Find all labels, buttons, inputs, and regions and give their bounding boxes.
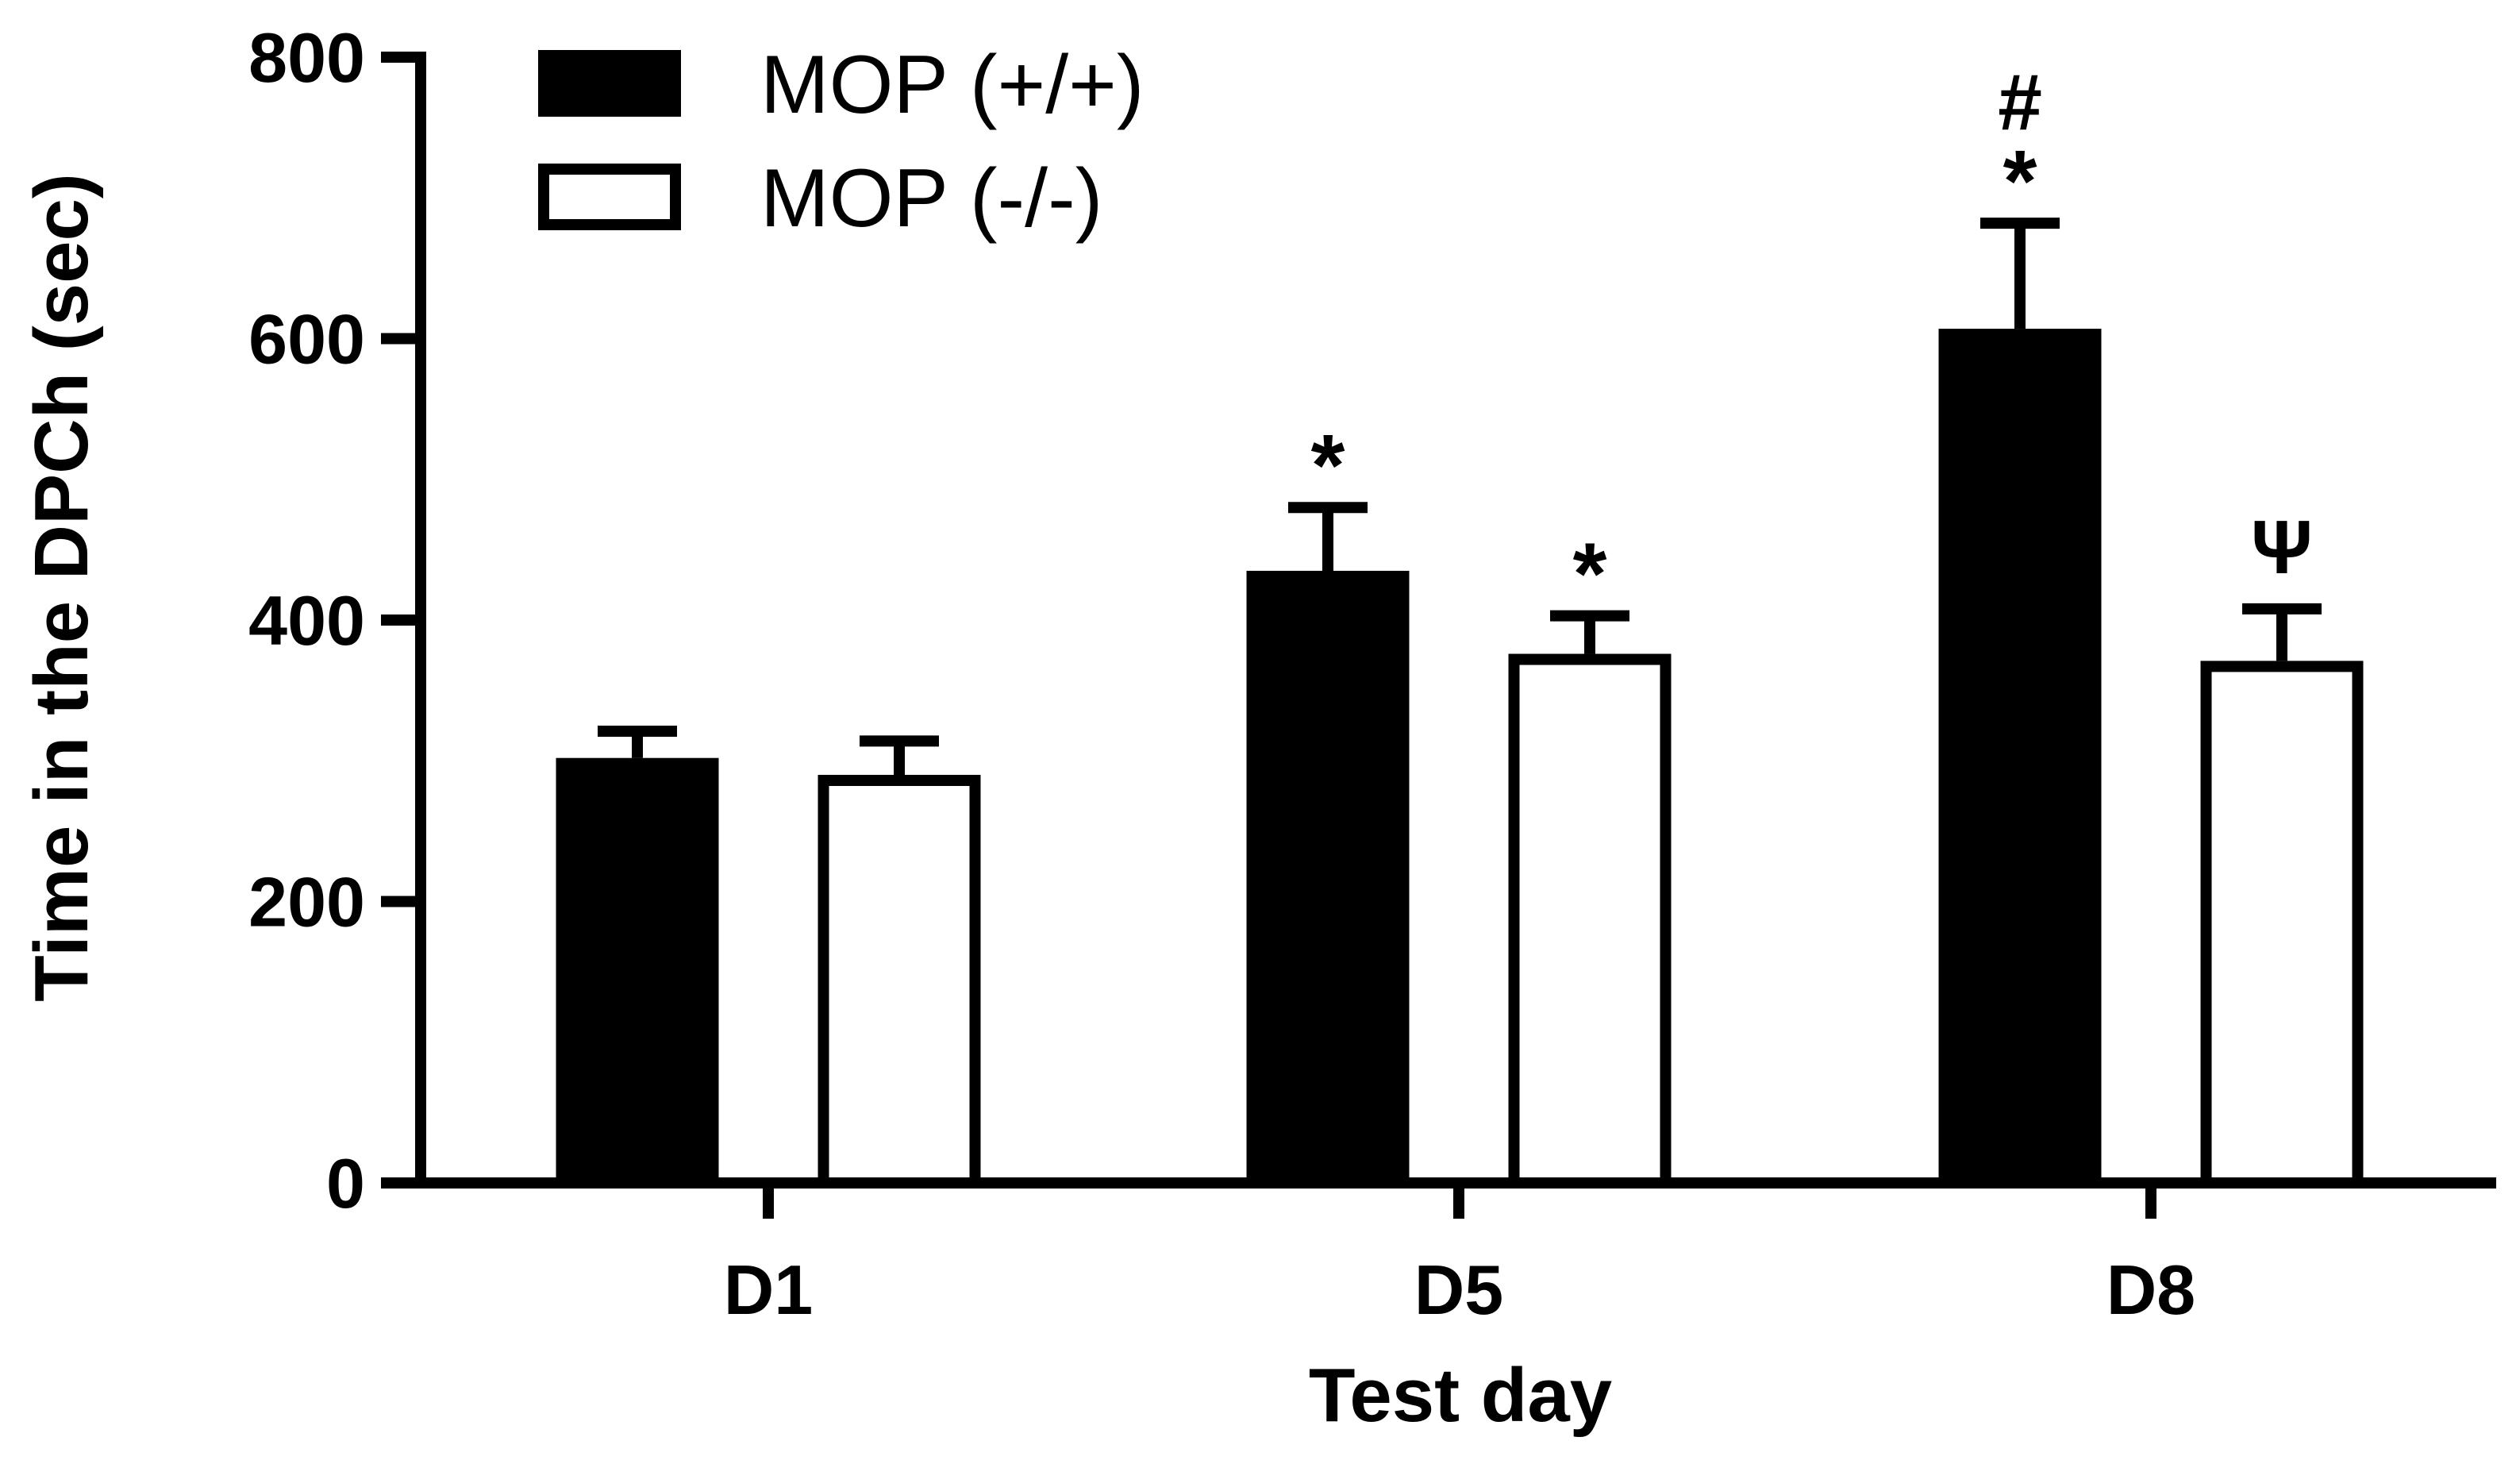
x-tick-label: D5 bbox=[1414, 1250, 1504, 1329]
bar bbox=[2200, 661, 2364, 1189]
significance-label: Ψ bbox=[2251, 505, 2313, 590]
y-tick-label: 0 bbox=[326, 1144, 365, 1223]
x-tick-label: D8 bbox=[2106, 1250, 2196, 1329]
bar bbox=[818, 774, 981, 1189]
legend-label: MOP (-/-) bbox=[760, 152, 1102, 245]
legend-swatch bbox=[538, 164, 681, 230]
plot-area: 0 200 400 600 800 D1 D5 D8 * * * Ψ # MOP (+/+) MOP (-/… bbox=[248, 18, 2496, 1329]
significance-label: * bbox=[1311, 417, 1345, 514]
legend-swatch bbox=[538, 50, 681, 117]
significance-label: * bbox=[1573, 526, 1607, 623]
y-tick-label: 600 bbox=[248, 300, 365, 379]
significance-label: * bbox=[2003, 133, 2037, 230]
bar bbox=[556, 757, 719, 1183]
y-tick-label: 400 bbox=[248, 581, 365, 660]
legend-label: MOP (+/+) bbox=[760, 39, 1145, 131]
bar bbox=[1508, 653, 1672, 1189]
y-axis-title: Time in the DPCh (sec) bbox=[19, 173, 104, 1002]
y-tick-label: 200 bbox=[248, 863, 365, 942]
y-tick-label: 800 bbox=[248, 18, 365, 97]
bar bbox=[1246, 570, 1410, 1183]
x-axis-title: Test day bbox=[1309, 1353, 1612, 1438]
significance-label: # bbox=[1998, 58, 2042, 147]
x-tick-label: D1 bbox=[724, 1250, 814, 1329]
bar bbox=[1938, 329, 2102, 1183]
